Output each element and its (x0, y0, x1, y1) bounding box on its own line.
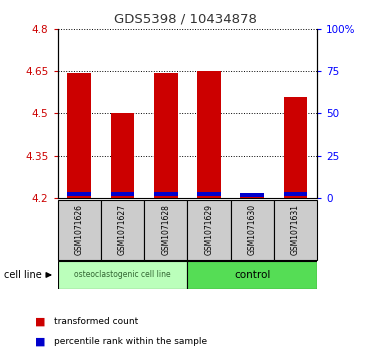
Bar (111, 192, 134, 196)
Bar (197, 71, 221, 198)
Text: ■: ■ (35, 316, 46, 326)
Bar (58, 261, 187, 289)
Text: GDS5398 / 10434878: GDS5398 / 10434878 (114, 13, 257, 26)
Text: GSM1071626: GSM1071626 (75, 204, 83, 255)
Bar (274, 200, 317, 260)
Bar (284, 192, 308, 196)
Text: GSM1071631: GSM1071631 (291, 204, 300, 255)
Text: GSM1071627: GSM1071627 (118, 204, 127, 255)
Bar (240, 193, 264, 197)
Text: cell line: cell line (4, 270, 42, 280)
Bar (154, 192, 178, 196)
Bar (154, 73, 178, 198)
Bar (231, 200, 274, 260)
Bar (101, 200, 144, 260)
Text: control: control (234, 270, 270, 280)
Bar (67, 192, 91, 196)
Bar (67, 73, 91, 198)
Text: GSM1071630: GSM1071630 (248, 204, 257, 255)
Bar (284, 97, 308, 198)
Text: osteoclastogenic cell line: osteoclastogenic cell line (74, 270, 171, 280)
Bar (111, 113, 134, 198)
Text: GSM1071628: GSM1071628 (161, 204, 170, 255)
Text: GSM1071629: GSM1071629 (204, 204, 213, 255)
Bar (187, 200, 231, 260)
Text: transformed count: transformed count (54, 317, 138, 326)
Bar (144, 200, 187, 260)
Bar (187, 261, 317, 289)
Bar (197, 192, 221, 196)
Bar (240, 193, 264, 198)
Text: ■: ■ (35, 336, 46, 346)
Text: percentile rank within the sample: percentile rank within the sample (54, 337, 207, 346)
Bar (58, 200, 101, 260)
